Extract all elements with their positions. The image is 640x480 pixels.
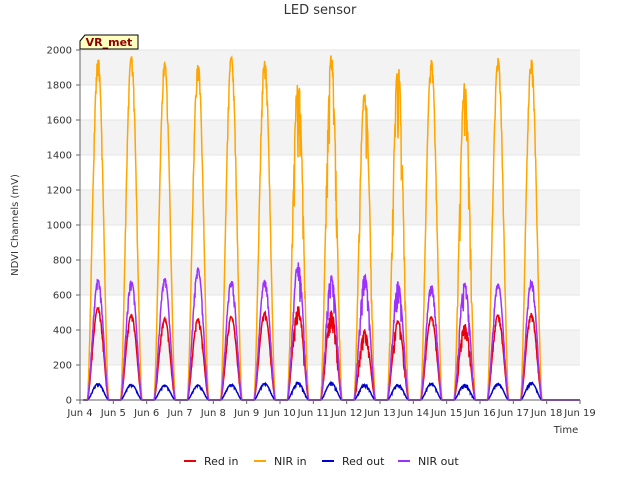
y-tick-label: 2000 [47, 46, 72, 57]
site-badge-box [79, 34, 139, 50]
legend-label: Red out [342, 455, 385, 468]
series-line-nir-out [83, 262, 580, 401]
y-tick-label: 200 [53, 361, 72, 372]
y-axis-label: NDVI Channels (mV) [10, 174, 21, 276]
site-badge-label: VR_met [86, 36, 133, 49]
grid-band [80, 330, 580, 365]
x-tick-label: Jun 12 [330, 408, 363, 419]
x-tick-label: Jun 4 [66, 408, 92, 419]
x-tick-label: Jun 16 [463, 408, 496, 419]
site-badge: VR_met [79, 34, 139, 50]
x-axis-label: Time [553, 425, 578, 436]
legend: Red in NIR in Red out NIR out [184, 455, 459, 468]
x-tick-label: Jun 7 [166, 408, 192, 419]
chart-title: LED sensor [284, 3, 357, 18]
x-tick-label: Jun 10 [263, 408, 296, 419]
y-tick-label: 1400 [47, 151, 72, 162]
series-lines [83, 55, 580, 401]
series-line-nir-in [83, 55, 580, 401]
y-tick-label: 0 [66, 396, 72, 407]
legend-item: NIR in [254, 455, 307, 468]
y-tick-label: 1600 [47, 116, 72, 127]
x-tick-label: Jun 6 [133, 408, 159, 419]
x-tick-label: Jun 17 [497, 408, 530, 419]
x-tick-label: Jun 15 [430, 408, 463, 419]
y-tick-label: 800 [53, 256, 72, 267]
axes: 0 200 400 600 800 1000 1200 1400 1600 1800 2000 Jun… [47, 46, 596, 420]
legend-item: Red in [184, 455, 238, 468]
legend-label: NIR out [418, 455, 459, 468]
legend-item: Red out [322, 455, 385, 468]
x-tick-label: Jun 11 [297, 408, 330, 419]
series-line-red-out [83, 380, 580, 401]
x-tick-label: Jun 9 [233, 408, 259, 419]
legend-label: NIR in [274, 455, 307, 468]
grid-band [80, 155, 580, 190]
x-tick-label: Jun 5 [100, 408, 126, 419]
y-tick-label: 1000 [47, 221, 72, 232]
y-tick-label: 1200 [47, 186, 72, 197]
legend-label: Red in [204, 455, 238, 468]
y-tick-label: 400 [53, 326, 72, 337]
grid-band [80, 190, 580, 225]
x-tick-label: Jun 13 [363, 408, 396, 419]
series-line-red-in [83, 306, 580, 401]
legend-item: NIR out [398, 455, 459, 468]
x-tick-label: Jun 8 [200, 408, 226, 419]
x-tick-label: Jun 18 [530, 408, 563, 419]
x-tick-label: Jun 14 [397, 408, 430, 419]
y-tick-label: 600 [53, 291, 72, 302]
grid-band [80, 225, 580, 260]
x-tick-label: Jun 19 [563, 408, 596, 419]
y-tick-label: 1800 [47, 81, 72, 92]
